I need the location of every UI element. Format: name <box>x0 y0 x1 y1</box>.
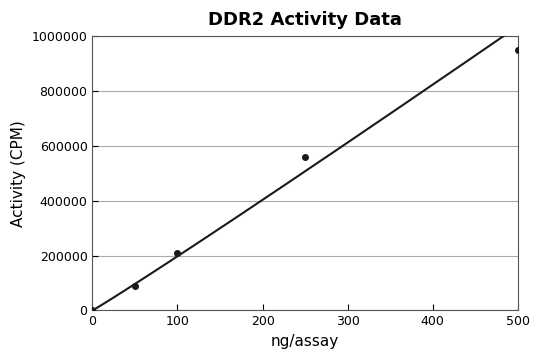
Title: DDR2 Activity Data: DDR2 Activity Data <box>208 11 402 29</box>
Y-axis label: Activity (CPM): Activity (CPM) <box>11 120 26 227</box>
X-axis label: ng/assay: ng/assay <box>271 334 339 349</box>
